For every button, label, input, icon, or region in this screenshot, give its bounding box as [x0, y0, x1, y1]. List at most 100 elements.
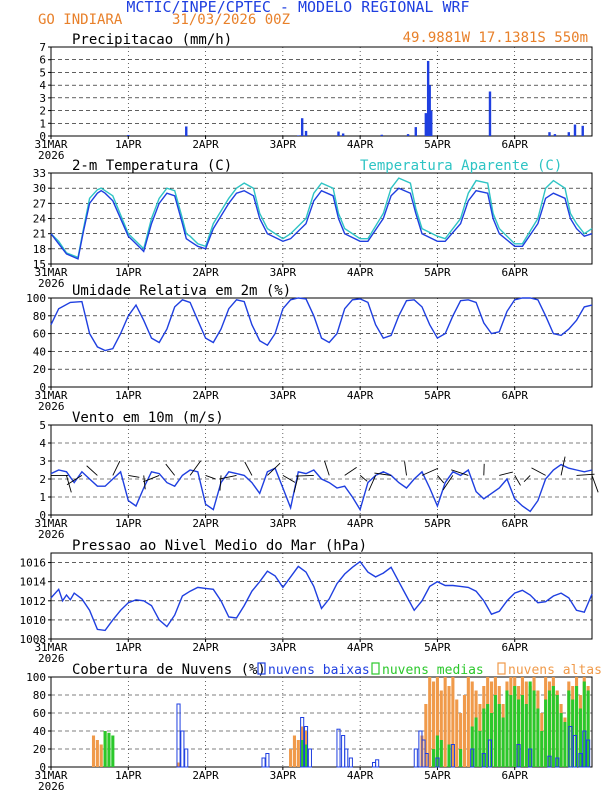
cloud-bar-nuvens-medias: [482, 708, 486, 767]
x-tick-label: 3APR: [270, 138, 297, 151]
cloud-bar-nuvens-altas: [95, 740, 99, 767]
wind-arrow: [295, 474, 314, 477]
cloud-bar-nuvens-medias: [578, 708, 582, 767]
x-tick-label: 4APR: [347, 517, 374, 530]
cloud-bar-nuvens-altas: [176, 762, 181, 767]
y-tick-label: 0: [39, 130, 46, 143]
series-line-pressao-ao-nivel-medio-do-mar-hpa: [50, 560, 593, 632]
x-tick-label: 4APR: [347, 641, 374, 654]
wind-arrow: [368, 475, 377, 491]
wind-arrow: [437, 475, 445, 484]
cloud-bar-nuvens-baixas: [303, 726, 309, 768]
y-tick-label: 5: [39, 419, 46, 432]
cloud-cover-panel: 0 20 40 60 80 100 31MAR 1APR 2APR 3APR 4APR 5APR 6AP…: [26, 662, 602, 792]
plot-frame: [50, 46, 593, 137]
wind-arrow: [374, 472, 392, 476]
panel-title: Cobertura de Nuvens (%): [72, 662, 266, 678]
series-line-2-m-temperatura-c: [50, 187, 593, 260]
legend-swatch: [257, 662, 266, 675]
wind-arrow: [66, 475, 83, 486]
y-tick-label: 60: [33, 707, 46, 720]
y-tick-label: 1016: [20, 557, 47, 570]
wind-arrow: [267, 462, 281, 476]
cloud-bar-nuvens-baixas: [487, 739, 493, 768]
x-tick-label: 1APR: [115, 769, 142, 782]
y-tick-label: 0: [39, 761, 46, 774]
wind-arrow: [523, 475, 531, 483]
cloud-bar-nuvens-medias: [478, 731, 482, 767]
precip-bar: [337, 131, 340, 136]
wind-arrow: [219, 474, 237, 480]
plot-frame: [50, 297, 593, 388]
x-tick-label: 1APR: [115, 517, 142, 530]
x-tick-label: 4APR: [347, 389, 374, 402]
y-tick-label: 0: [39, 381, 46, 394]
y-tick-label: 0: [39, 509, 46, 522]
cloud-bar-nuvens-medias: [520, 695, 524, 767]
y-tick-label: 100: [26, 292, 46, 305]
cloud-bar-nuvens-altas: [462, 695, 467, 767]
x-tick-label: 5APR: [424, 517, 451, 530]
panel-title: Pressao ao Nivel Medio do Mar (hPa): [72, 538, 367, 554]
cloud-bar-nuvens-medias: [513, 686, 517, 767]
wind-arrow: [421, 467, 439, 476]
precip-bar: [297, 135, 300, 136]
x-tick-label: 31MAR: [34, 138, 67, 151]
cloud-bar-nuvens-baixas: [481, 753, 486, 768]
x-year-label: 2026: [38, 149, 65, 162]
cloud-bar-nuvens-baixas: [572, 735, 578, 768]
x-tick-label: 6APR: [501, 517, 528, 530]
x-tick-label: 4APR: [347, 266, 374, 279]
x-year-label: 2026: [38, 277, 65, 290]
legend-swatch: [371, 662, 380, 675]
x-tick-label: 2APR: [192, 517, 219, 530]
cloud-bar-nuvens-baixas: [307, 748, 312, 768]
cloud-bar-nuvens-baixas: [568, 726, 573, 768]
cloud-bar-nuvens-baixas: [582, 730, 587, 768]
x-tick-label: 2APR: [192, 641, 219, 654]
precip-bar: [567, 132, 571, 136]
cloud-bar-nuvens-baixas: [413, 748, 418, 768]
y-tick-label: 80: [33, 310, 46, 323]
plot-frame: [50, 552, 593, 640]
y-tick-label: 60: [33, 328, 46, 341]
cloud-bar-nuvens-baixas: [336, 728, 341, 768]
cloud-bar-nuvens-medias: [536, 708, 540, 767]
precip-bar: [406, 134, 410, 136]
wind-arrow: [404, 461, 407, 476]
x-tick-label: 5APR: [424, 389, 451, 402]
y-tick-label: 5: [39, 66, 46, 79]
x-tick-label: 5APR: [424, 138, 451, 151]
cloud-bar-nuvens-medias: [111, 735, 115, 767]
cloud-bar-nuvens-medias: [571, 699, 575, 767]
wind-arrow: [451, 469, 469, 476]
humidity-panel: 0 20 40 60 80 100 31MAR 1APR 2APR 3APR 4APR 5APR 6AP…: [26, 283, 593, 413]
wind-arrow: [244, 461, 253, 476]
cloud-bar-nuvens-medias: [103, 731, 107, 767]
cloud-bar-nuvens-altas: [466, 677, 470, 767]
precip-bar: [553, 134, 557, 136]
cloud-bar-nuvens-medias: [493, 695, 497, 767]
precip-bar: [185, 126, 188, 136]
cloud-bar-nuvens-altas: [432, 681, 436, 767]
y-tick-label: 33: [33, 167, 46, 180]
precip-bar: [300, 118, 304, 136]
y-tick-label: 1008: [20, 633, 47, 646]
plot-frame: [50, 172, 593, 265]
wind-arrow: [359, 475, 368, 482]
x-tick-label: 2APR: [192, 769, 219, 782]
y-tick-label: 4: [39, 79, 46, 92]
wind-arrow: [442, 475, 454, 491]
precip-bar: [488, 91, 492, 136]
x-tick-label: 31MAR: [34, 517, 67, 530]
cloud-bar-nuvens-medias: [486, 704, 490, 767]
wind-arrow: [112, 460, 121, 476]
y-tick-label: 3: [39, 92, 46, 105]
x-tick-label: 31MAR: [34, 389, 67, 402]
y-tick-label: 18: [33, 243, 46, 256]
legend-entry: nuvens medias: [382, 663, 484, 678]
header-coords: 49.9881W 17.1381S 550m: [403, 30, 588, 46]
cloud-bar-nuvens-baixas: [586, 739, 591, 768]
x-tick-label: 4APR: [347, 138, 374, 151]
cloud-bar-nuvens-baixas: [555, 757, 560, 768]
